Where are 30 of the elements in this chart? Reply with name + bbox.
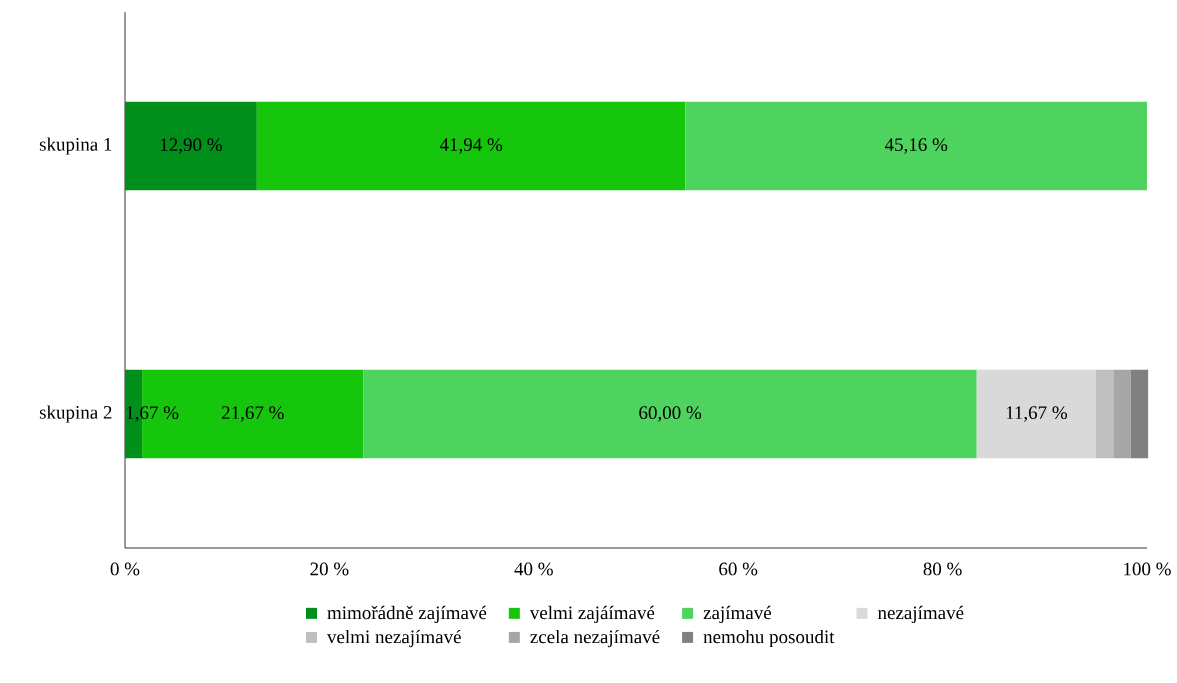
bar [363,369,977,459]
y-tick-label: skupina 2 [39,405,112,423]
bar [1130,369,1149,459]
data-label: 1,67 % [126,406,179,422]
x-tick-label: 20 % [310,562,349,576]
legend-label: zcela nezajímavé [530,629,660,648]
x-tick-label: 100 % [1124,562,1171,576]
bar [256,101,686,191]
legend-label: velmi zajáímavé [529,605,655,624]
bar [125,101,257,191]
x-tick-label: 40 % [514,562,553,576]
data-label: 41,94 % [439,138,503,154]
data-label: 60,00 % [639,406,702,422]
x-tick-label: 0 % [110,562,140,576]
bar [976,369,1096,459]
legend-label: mimořádně zajímavé [327,605,487,624]
data-label: 45,16 % [884,138,948,154]
legend-label: zajímavé [703,605,772,624]
y-tick-label: skupina 1 [39,137,112,155]
bar [685,101,1147,191]
bar [1096,369,1114,459]
x-tick-label: 80 % [923,562,962,576]
legend-label: nezajímavé [877,605,964,624]
legend-label: velmi nezajímavé [326,629,461,648]
x-tick-label: 60 % [719,562,758,576]
legend-label: nemohu posoudit [703,629,835,648]
data-label: 21,67 % [221,406,284,422]
data-label: 11,67 % [1006,406,1067,422]
bar [1113,369,1131,459]
data-label: 12,90 % [160,138,222,154]
